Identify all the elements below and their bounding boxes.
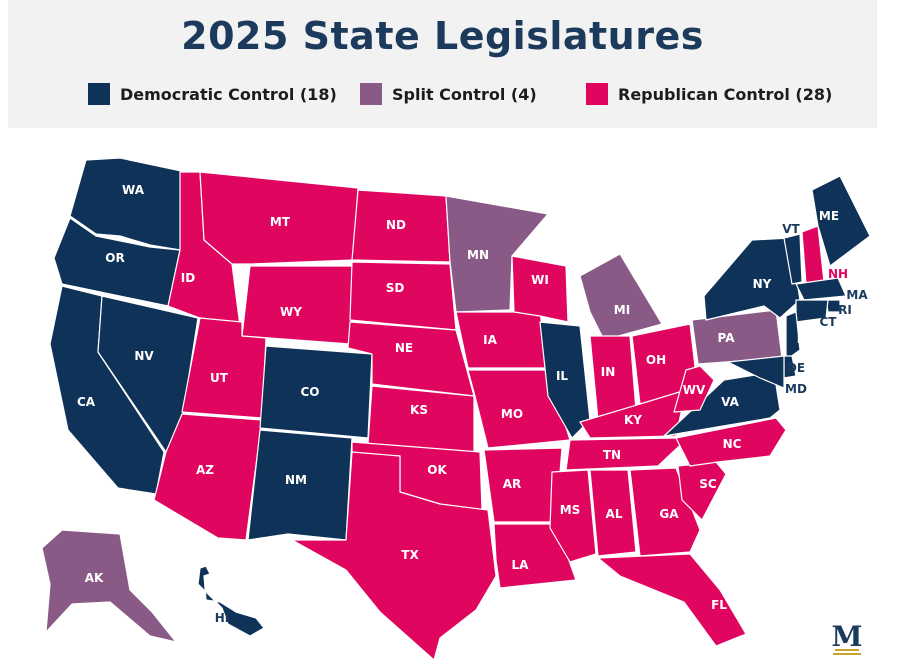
state-ky [579, 389, 687, 439]
state-label-co: CO [300, 385, 319, 399]
state-label-tn: TN [603, 448, 621, 462]
state-mt [199, 171, 359, 265]
legend-democratic-label: Democratic Control (18) [120, 84, 337, 104]
state-label-id: ID [181, 271, 195, 285]
state-label-nd: ND [386, 218, 406, 232]
state-al [589, 469, 637, 557]
state-label-de: DE [787, 361, 805, 375]
state-label-sd: SD [386, 281, 405, 295]
state-tx [291, 451, 497, 661]
state-label-az: AZ [196, 463, 214, 477]
state-label-ct: CT [820, 315, 838, 329]
state-va [663, 371, 781, 437]
state-label-ms: MS [560, 503, 581, 517]
legend-split: Split Control (4) [360, 83, 537, 105]
state-ks [367, 385, 475, 453]
state-label-wa: WA [122, 183, 145, 197]
state-label-tx: TX [401, 548, 419, 562]
state-label-mt: MT [270, 215, 291, 229]
state-md [727, 355, 785, 389]
legend-democratic-swatch [88, 83, 110, 105]
state-label-sc: SC [699, 477, 717, 491]
state-il [539, 321, 591, 439]
state-mn [445, 195, 549, 313]
state-nj [785, 311, 801, 361]
state-label-ri: RI [838, 303, 852, 317]
state-label-nm: NM [285, 473, 307, 487]
state-label-wi: WI [531, 273, 549, 287]
state-label-ak: AK [85, 571, 104, 585]
state-label-ks: KS [410, 403, 428, 417]
state-me [811, 175, 871, 267]
legend-republican-swatch [586, 83, 608, 105]
logo-bar [835, 649, 859, 651]
state-wi [511, 255, 569, 323]
state-nm [247, 429, 353, 541]
state-fl [597, 553, 747, 647]
state-sd [349, 261, 457, 331]
legend-republican-label: Republican Control (28) [618, 84, 833, 104]
state-label-or: OR [105, 251, 124, 265]
state-ut [181, 317, 267, 419]
state-label-md: MD [785, 382, 807, 396]
state-label-in: IN [601, 365, 616, 379]
state-mi [579, 253, 663, 341]
state-label-pa: PA [718, 331, 736, 345]
state-label-ut: UT [210, 371, 229, 385]
state-label-mo: MO [501, 407, 523, 421]
logo-letter: M [832, 620, 863, 653]
state-vt [783, 233, 803, 285]
state-label-ma: MA [846, 288, 868, 302]
legend-republican: Republican Control (28) [586, 83, 832, 105]
brand-logo: M [832, 620, 863, 655]
state-ma [795, 277, 847, 301]
state-ny [703, 237, 801, 321]
state-ne [347, 321, 475, 397]
state-hi [197, 565, 265, 637]
state-label-nc: NC [723, 437, 742, 451]
state-ak [41, 529, 177, 643]
state-label-ca: CA [77, 395, 96, 409]
state-label-ok: OK [427, 463, 447, 477]
state-ia [455, 311, 549, 369]
state-la [493, 523, 577, 589]
state-label-wv: WV [683, 383, 706, 397]
state-wv [673, 365, 715, 413]
state-label-nv: NV [134, 349, 154, 363]
state-label-wy: WY [280, 305, 302, 319]
state-label-nh: NH [828, 267, 848, 281]
state-ms [549, 469, 597, 563]
state-tn [565, 435, 691, 471]
state-label-ky: KY [624, 413, 642, 427]
state-label-ny: NY [753, 277, 772, 291]
state-label-va: VA [721, 395, 739, 409]
state-label-mn: MN [467, 248, 489, 262]
state-label-hi: HI [215, 611, 230, 625]
state-wa [69, 157, 187, 251]
legend-split-label: Split Control (4) [392, 84, 537, 104]
state-label-vt: VT [782, 222, 800, 236]
state-label-me: ME [819, 209, 839, 223]
legend-split-swatch [360, 83, 382, 105]
header-banner: 2025 State Legislatures Democratic Contr… [8, 0, 877, 128]
state-label-ar: AR [503, 477, 522, 491]
state-label-ia: IA [483, 333, 497, 347]
page-title: 2025 State Legislatures [181, 14, 704, 58]
state-label-ga: GA [659, 507, 679, 521]
legend-democratic: Democratic Control (18) [88, 83, 337, 105]
state-label-la: LA [512, 558, 530, 572]
state-label-nj: NJ [797, 332, 812, 346]
state-label-al: AL [606, 507, 623, 521]
state-label-oh: OH [646, 353, 666, 367]
state-label-fl: FL [711, 598, 727, 612]
state-label-ne: NE [395, 341, 413, 355]
logo-bar [833, 653, 861, 655]
state-mo [467, 369, 571, 449]
state-label-il: IL [556, 369, 568, 383]
state-label-mi: MI [614, 303, 630, 317]
state-nc [675, 417, 787, 467]
